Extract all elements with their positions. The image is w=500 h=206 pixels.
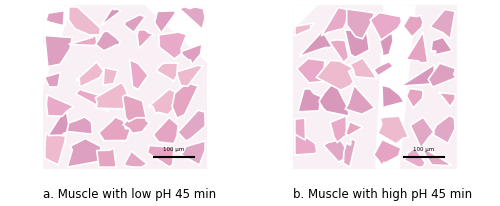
Polygon shape	[374, 62, 394, 77]
Polygon shape	[154, 11, 176, 34]
Polygon shape	[298, 89, 321, 112]
Polygon shape	[375, 6, 416, 169]
Polygon shape	[428, 64, 455, 88]
Polygon shape	[370, 13, 402, 41]
Polygon shape	[378, 117, 408, 144]
Text: b. Muscle with high pH 45 min: b. Muscle with high pH 45 min	[293, 187, 472, 200]
Polygon shape	[346, 86, 374, 115]
Polygon shape	[431, 38, 452, 56]
Polygon shape	[180, 8, 205, 30]
Polygon shape	[68, 8, 100, 36]
Polygon shape	[380, 33, 393, 57]
Polygon shape	[177, 66, 203, 87]
Polygon shape	[330, 116, 346, 143]
Polygon shape	[346, 122, 363, 136]
Polygon shape	[182, 45, 202, 65]
Polygon shape	[344, 139, 356, 167]
Polygon shape	[400, 65, 437, 87]
Polygon shape	[68, 35, 99, 47]
Polygon shape	[439, 93, 455, 107]
Polygon shape	[324, 140, 350, 163]
Polygon shape	[295, 24, 314, 36]
Polygon shape	[293, 6, 318, 31]
Text: 100 μm: 100 μm	[164, 146, 184, 151]
Polygon shape	[172, 83, 199, 119]
Polygon shape	[293, 6, 457, 169]
Polygon shape	[296, 59, 325, 83]
Polygon shape	[432, 116, 455, 144]
Polygon shape	[158, 33, 186, 60]
Polygon shape	[403, 148, 425, 167]
Polygon shape	[148, 146, 174, 167]
Polygon shape	[99, 117, 131, 141]
Polygon shape	[48, 108, 70, 136]
Polygon shape	[374, 140, 401, 166]
Polygon shape	[181, 141, 205, 165]
Polygon shape	[123, 112, 150, 134]
Polygon shape	[144, 6, 207, 63]
Polygon shape	[295, 118, 306, 140]
Polygon shape	[430, 10, 455, 40]
Polygon shape	[101, 9, 121, 27]
Polygon shape	[103, 68, 118, 85]
Polygon shape	[178, 111, 205, 141]
Polygon shape	[45, 134, 66, 165]
Polygon shape	[130, 60, 148, 90]
Polygon shape	[345, 25, 370, 58]
Polygon shape	[148, 89, 185, 115]
Polygon shape	[329, 41, 348, 63]
Polygon shape	[319, 83, 349, 117]
Polygon shape	[67, 117, 92, 135]
Polygon shape	[406, 33, 428, 63]
Polygon shape	[346, 10, 374, 40]
Polygon shape	[137, 30, 154, 49]
Polygon shape	[46, 12, 64, 27]
Polygon shape	[96, 32, 120, 52]
Polygon shape	[46, 95, 74, 117]
Polygon shape	[410, 118, 436, 148]
Polygon shape	[406, 89, 423, 108]
Polygon shape	[76, 90, 112, 112]
Polygon shape	[97, 148, 116, 167]
Polygon shape	[122, 95, 146, 122]
Polygon shape	[45, 73, 60, 88]
Polygon shape	[350, 59, 376, 80]
Polygon shape	[295, 133, 316, 155]
Polygon shape	[43, 6, 207, 169]
Polygon shape	[96, 83, 128, 109]
Polygon shape	[156, 64, 178, 82]
Polygon shape	[423, 148, 452, 166]
Text: 100 μm: 100 μm	[414, 146, 434, 151]
Polygon shape	[43, 6, 72, 88]
Polygon shape	[316, 61, 354, 91]
Polygon shape	[154, 118, 178, 144]
Polygon shape	[67, 139, 102, 167]
Polygon shape	[124, 15, 145, 33]
Polygon shape	[299, 32, 332, 57]
Polygon shape	[382, 86, 404, 108]
Polygon shape	[403, 16, 423, 38]
Polygon shape	[76, 63, 104, 87]
Polygon shape	[321, 8, 351, 37]
Text: a. Muscle with low pH 45 min: a. Muscle with low pH 45 min	[43, 187, 216, 200]
Polygon shape	[45, 36, 72, 67]
Polygon shape	[124, 151, 147, 167]
